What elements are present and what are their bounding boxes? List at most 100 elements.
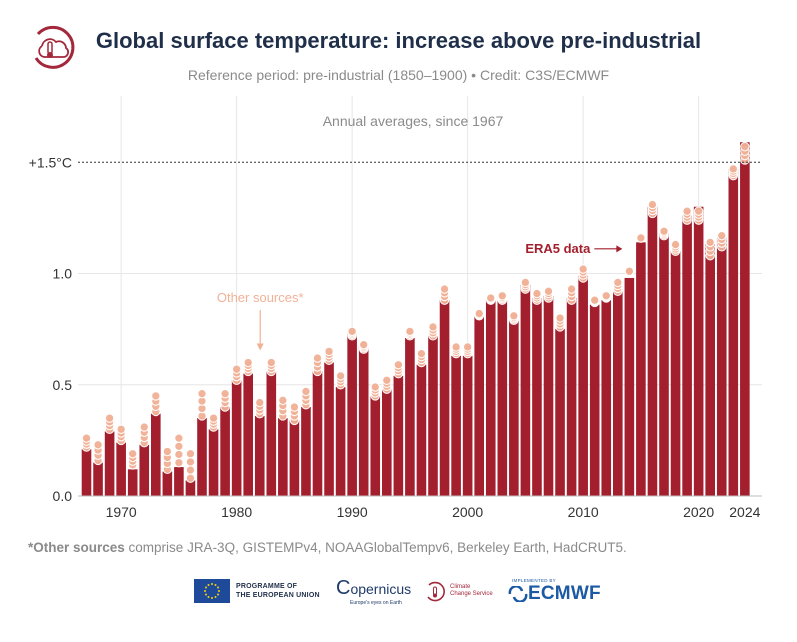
copernicus-logo: Copernicus Europe's eyes on Earth bbox=[336, 574, 411, 608]
bar-1986 bbox=[301, 407, 311, 496]
bar-1972 bbox=[139, 444, 150, 496]
other-dot-1975 bbox=[174, 457, 184, 468]
other-dot-1970 bbox=[116, 424, 126, 434]
other-dot-1973 bbox=[151, 391, 161, 401]
other-dot-2011 bbox=[589, 295, 600, 305]
other-dot-2006 bbox=[532, 288, 542, 299]
bar-1967 bbox=[81, 449, 92, 496]
bar-1992 bbox=[370, 395, 381, 496]
x-tick-label: 2010 bbox=[568, 504, 599, 520]
y-tick-label: 1.0 bbox=[53, 266, 73, 282]
other-dot-1987 bbox=[312, 353, 323, 363]
bar-1979 bbox=[220, 407, 230, 496]
bar-1981 bbox=[243, 373, 253, 496]
other-dot-2002 bbox=[485, 293, 496, 303]
other-dot-2015 bbox=[636, 233, 646, 243]
other-dot-2017 bbox=[659, 226, 669, 236]
other-dot-1975 bbox=[174, 441, 184, 452]
bar-1999 bbox=[451, 355, 461, 496]
other-dot-2022 bbox=[716, 230, 727, 241]
bar-1970 bbox=[116, 442, 126, 496]
other-dot-1985 bbox=[289, 402, 300, 412]
bar-1996 bbox=[416, 364, 427, 496]
other-dot-1997 bbox=[428, 322, 438, 332]
y-axis-ticks: 0.0 0.5 1.0 +1.5°C bbox=[29, 154, 73, 504]
other-dot-2013 bbox=[613, 277, 623, 288]
bar-1977 bbox=[197, 418, 207, 496]
x-tick-label: 2024 bbox=[729, 504, 760, 520]
y-tick-label: 0.5 bbox=[53, 377, 73, 393]
other-dot-1978 bbox=[208, 413, 219, 423]
bar-2006 bbox=[532, 297, 542, 496]
other-dot-2023 bbox=[728, 164, 739, 174]
bar-2023 bbox=[728, 168, 739, 497]
other-dot-2018 bbox=[670, 239, 681, 250]
bar-2008 bbox=[555, 329, 565, 496]
other-sources-annotation: Other sources* bbox=[217, 290, 304, 305]
other-dot-1998 bbox=[439, 284, 450, 294]
other-dot-1981 bbox=[243, 357, 253, 368]
bar-2016 bbox=[647, 206, 658, 496]
copernicus-sub: Europe's eyes on Earth bbox=[350, 599, 402, 606]
other-dot-1982 bbox=[255, 397, 265, 408]
other-source-dots bbox=[81, 141, 750, 483]
bar-1974 bbox=[162, 471, 173, 496]
bar-2004 bbox=[509, 320, 519, 496]
ecmwf-icon bbox=[508, 585, 528, 602]
other-dot-2016 bbox=[647, 199, 658, 210]
other-dot-1968 bbox=[93, 440, 103, 450]
bar-1994 bbox=[393, 375, 404, 496]
other-dot-2003 bbox=[497, 290, 508, 301]
eu-line2: THE EUROPEAN UNION bbox=[236, 592, 320, 599]
other-dot-1976 bbox=[185, 473, 196, 483]
bar-1976 bbox=[185, 480, 196, 496]
other-dot-2000 bbox=[462, 342, 473, 352]
other-dot-1999 bbox=[451, 342, 461, 352]
x-tick-label: 2020 bbox=[683, 504, 714, 520]
other-dot-1969 bbox=[104, 413, 115, 423]
x-tick-label: 1970 bbox=[106, 504, 137, 520]
y-tick-label: 0.0 bbox=[53, 488, 73, 504]
bar-2007 bbox=[543, 295, 554, 496]
bar-2010 bbox=[578, 275, 588, 496]
eu-flag-icon bbox=[194, 579, 230, 603]
other-dot-2019 bbox=[682, 206, 692, 216]
other-dot-1993 bbox=[382, 375, 392, 386]
other-dot-1984 bbox=[278, 395, 288, 406]
other-dot-2007 bbox=[543, 286, 554, 297]
other-dot-1975 bbox=[174, 449, 184, 460]
other-dot-1983 bbox=[266, 357, 277, 368]
bar-2009 bbox=[566, 297, 577, 496]
other-dot-2005 bbox=[520, 277, 531, 288]
other-dot-1995 bbox=[405, 326, 415, 337]
era5-bars bbox=[81, 142, 750, 497]
other-dot-1996 bbox=[416, 348, 427, 359]
other-dot-1974 bbox=[162, 446, 173, 457]
bar-1987 bbox=[312, 371, 323, 496]
ecmwf-small: IMPLEMENTED BY bbox=[512, 577, 556, 583]
bar-2017 bbox=[659, 233, 669, 496]
c3s-line1: Climate bbox=[450, 584, 471, 590]
bar-2021 bbox=[705, 244, 715, 496]
bar-1982 bbox=[254, 415, 265, 496]
bar-1991 bbox=[358, 346, 369, 496]
other-dot-1994 bbox=[393, 359, 404, 370]
era5-arrowhead bbox=[616, 245, 623, 253]
other-dot-1976 bbox=[185, 457, 196, 467]
page-title: Global surface temperature: increase abo… bbox=[95, 28, 702, 53]
bar-1984 bbox=[278, 418, 288, 496]
bar-2014 bbox=[624, 277, 635, 496]
bar-1989 bbox=[335, 386, 346, 496]
bar-2005 bbox=[520, 284, 531, 496]
x-tick-label: 1990 bbox=[337, 504, 368, 520]
other-dot-1967 bbox=[81, 433, 92, 443]
bar-1968 bbox=[93, 462, 103, 496]
eu-logo: PROGRAMME OF THE EUROPEAN UNION bbox=[194, 574, 320, 608]
chart-inner-title: Annual averages, since 1967 bbox=[323, 113, 504, 129]
bar-2001 bbox=[474, 315, 484, 496]
footnote-text: comprise JRA-3Q, GISTEMPv4, NOAAGlobalTe… bbox=[124, 540, 627, 555]
footnote: *Other sources comprise JRA-3Q, GISTEMPv… bbox=[28, 540, 627, 555]
bar-1980 bbox=[231, 380, 242, 496]
bar-1997 bbox=[428, 335, 438, 496]
bar-1985 bbox=[289, 420, 300, 496]
